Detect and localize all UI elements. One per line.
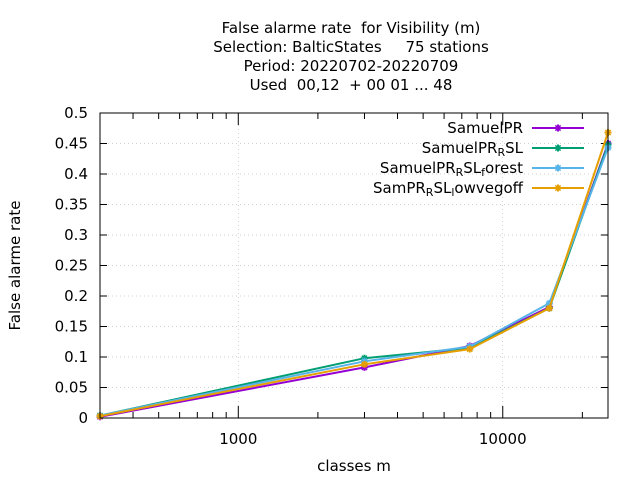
y-tick-label: 0.2 (64, 287, 88, 305)
data-point (466, 345, 474, 353)
y-tick-label: 0.3 (64, 226, 88, 244)
series (96, 129, 612, 421)
legend-label: SamuelPRRSL (422, 139, 524, 159)
legend-item: SamuelPRRSLforest (380, 159, 584, 179)
title-line: Selection: BalticStates 75 stations (213, 38, 489, 56)
data-point (554, 144, 562, 152)
series-sampr-rsl-lowvegoff (96, 129, 612, 420)
data-point (554, 164, 562, 172)
title-line: Used 00,12 + 00 01 ... 48 (250, 76, 453, 94)
data-point (360, 360, 368, 368)
y-tick-label: 0.4 (64, 165, 88, 183)
series-line (99, 144, 609, 417)
series-samuelpr-rsl (96, 141, 612, 420)
series-line (99, 143, 609, 418)
y-tick-label: 0.35 (55, 196, 88, 214)
y-axis-label: False alarme rate (6, 201, 24, 331)
legend-item: SamuelPR (447, 119, 584, 137)
x-tick-label: 10000 (479, 430, 527, 448)
legend-label: SamPRRSLlowvegoff (373, 179, 524, 199)
legend-label: SamuelPR (447, 119, 523, 137)
series-line (99, 132, 609, 418)
legend-label: SamuelPRRSLforest (380, 159, 523, 179)
series-line (99, 147, 609, 417)
data-point (554, 124, 562, 132)
title-line: False alarme rate for Visibility (m) (222, 19, 481, 37)
series-samuelpr (96, 140, 612, 421)
y-tick-label: 0.1 (64, 348, 88, 366)
data-point (545, 304, 553, 312)
y-tick-label: 0.05 (55, 379, 88, 397)
x-tick-label: 1000 (219, 430, 257, 448)
grid (100, 113, 608, 418)
y-tick-label: 0.45 (55, 135, 88, 153)
y-tick-label: 0.25 (55, 257, 88, 275)
title-line: Period: 20220702-20220709 (244, 57, 459, 75)
y-tick-label: 0.5 (64, 104, 88, 122)
x-axis-label: classes m (317, 457, 391, 475)
axis-ticks: 0 0.05 0.1 0.15 0.2 0.25 0.3 0.35 0.4 0.45 0.5 1000… (55, 104, 608, 448)
y-tick-label: 0.15 (55, 318, 88, 336)
chart-title: False alarme rate for Visibility (m)Sele… (213, 19, 489, 94)
plot-border (99, 112, 609, 419)
legend-item: SamuelPRRSL (422, 139, 584, 159)
series-samuelpr-rsl-forest (96, 144, 612, 420)
legend-item: SamPRRSLlowvegoff (373, 179, 584, 199)
y-tick-label: 0 (78, 409, 88, 427)
legend: SamuelPR SamuelPRRSLSamuelPRRSLforestSamP… (373, 119, 584, 199)
data-point (554, 184, 562, 192)
